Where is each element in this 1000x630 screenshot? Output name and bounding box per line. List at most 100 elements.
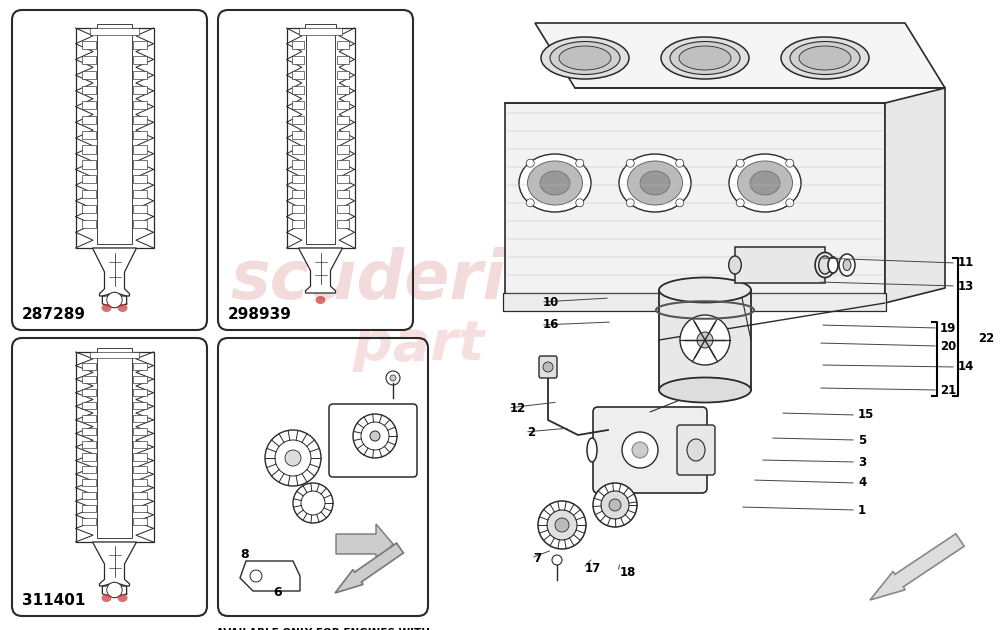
Bar (82, 364, 96, 370)
Circle shape (786, 159, 794, 167)
Text: 4: 4 (858, 476, 866, 490)
Bar (97, 23, 132, 32)
Text: 21: 21 (940, 384, 956, 396)
Text: 7: 7 (533, 551, 541, 564)
Ellipse shape (528, 161, 582, 205)
Text: 6: 6 (273, 586, 282, 599)
Bar (292, 130, 304, 139)
Bar (292, 205, 304, 213)
Bar (82, 505, 96, 512)
Text: 15: 15 (858, 408, 874, 421)
Ellipse shape (659, 377, 751, 403)
Circle shape (676, 159, 684, 167)
Text: 3: 3 (858, 455, 866, 469)
Bar (133, 415, 147, 422)
Ellipse shape (790, 42, 860, 74)
Text: AVAILABLE ONLY FOR ENGINES WITH: AVAILABLE ONLY FOR ENGINES WITH (216, 628, 430, 630)
Polygon shape (92, 248, 136, 296)
Circle shape (361, 422, 389, 450)
Bar (292, 86, 304, 94)
Bar (133, 454, 147, 461)
Text: 18: 18 (620, 566, 636, 578)
Bar (133, 116, 147, 124)
Circle shape (552, 555, 562, 565)
Ellipse shape (679, 46, 731, 70)
Bar (133, 479, 147, 486)
Bar (305, 23, 336, 32)
Bar (97, 348, 132, 356)
Circle shape (353, 414, 397, 458)
Circle shape (301, 491, 325, 515)
Bar (337, 41, 349, 49)
Text: 298939: 298939 (228, 307, 292, 322)
Text: 2: 2 (527, 425, 535, 438)
Bar (82, 175, 96, 183)
Ellipse shape (102, 304, 112, 312)
Bar (82, 466, 96, 473)
Text: 19: 19 (940, 321, 956, 335)
Bar (82, 415, 96, 422)
Bar (133, 402, 147, 409)
Bar (90, 28, 139, 35)
Circle shape (576, 199, 584, 207)
Ellipse shape (541, 37, 629, 79)
Ellipse shape (102, 594, 112, 602)
Ellipse shape (587, 438, 597, 462)
Circle shape (107, 582, 122, 598)
Circle shape (626, 199, 634, 207)
Bar (82, 492, 96, 499)
Bar (82, 190, 96, 198)
Ellipse shape (316, 296, 326, 304)
Circle shape (555, 518, 569, 532)
Circle shape (285, 450, 301, 466)
Bar (82, 86, 96, 94)
Text: 311401: 311401 (22, 593, 85, 608)
Bar (299, 28, 342, 35)
Bar (337, 205, 349, 213)
Text: 17: 17 (585, 561, 601, 575)
FancyBboxPatch shape (329, 404, 417, 477)
Ellipse shape (815, 253, 835, 278)
Bar (133, 389, 147, 396)
Bar (337, 220, 349, 228)
Bar (133, 161, 147, 169)
Bar (133, 130, 147, 139)
Bar (82, 389, 96, 396)
Ellipse shape (819, 256, 831, 274)
Ellipse shape (729, 256, 741, 274)
Bar (82, 146, 96, 154)
Polygon shape (535, 23, 945, 88)
Bar (97, 32, 132, 244)
Polygon shape (505, 103, 885, 303)
Ellipse shape (550, 42, 620, 74)
Ellipse shape (661, 37, 749, 79)
Bar (133, 56, 147, 64)
Circle shape (538, 501, 586, 549)
Bar (82, 71, 96, 79)
Ellipse shape (628, 161, 682, 205)
Ellipse shape (843, 260, 851, 270)
Bar (133, 146, 147, 154)
Ellipse shape (799, 46, 851, 70)
Bar (292, 116, 304, 124)
Ellipse shape (519, 154, 591, 212)
Polygon shape (885, 88, 945, 303)
Text: 11: 11 (958, 256, 974, 270)
Bar (292, 175, 304, 183)
Bar (133, 505, 147, 512)
Bar (82, 428, 96, 435)
Bar (337, 146, 349, 154)
Bar (82, 130, 96, 139)
Bar (82, 220, 96, 228)
Bar (306, 32, 335, 244)
Bar (659, 290, 751, 390)
Bar (82, 402, 96, 409)
Bar (292, 41, 304, 49)
Bar (133, 376, 147, 383)
Bar (337, 116, 349, 124)
Circle shape (676, 199, 684, 207)
FancyBboxPatch shape (677, 425, 715, 475)
Text: 287289: 287289 (22, 307, 86, 322)
Bar (292, 220, 304, 228)
Bar (82, 440, 96, 448)
